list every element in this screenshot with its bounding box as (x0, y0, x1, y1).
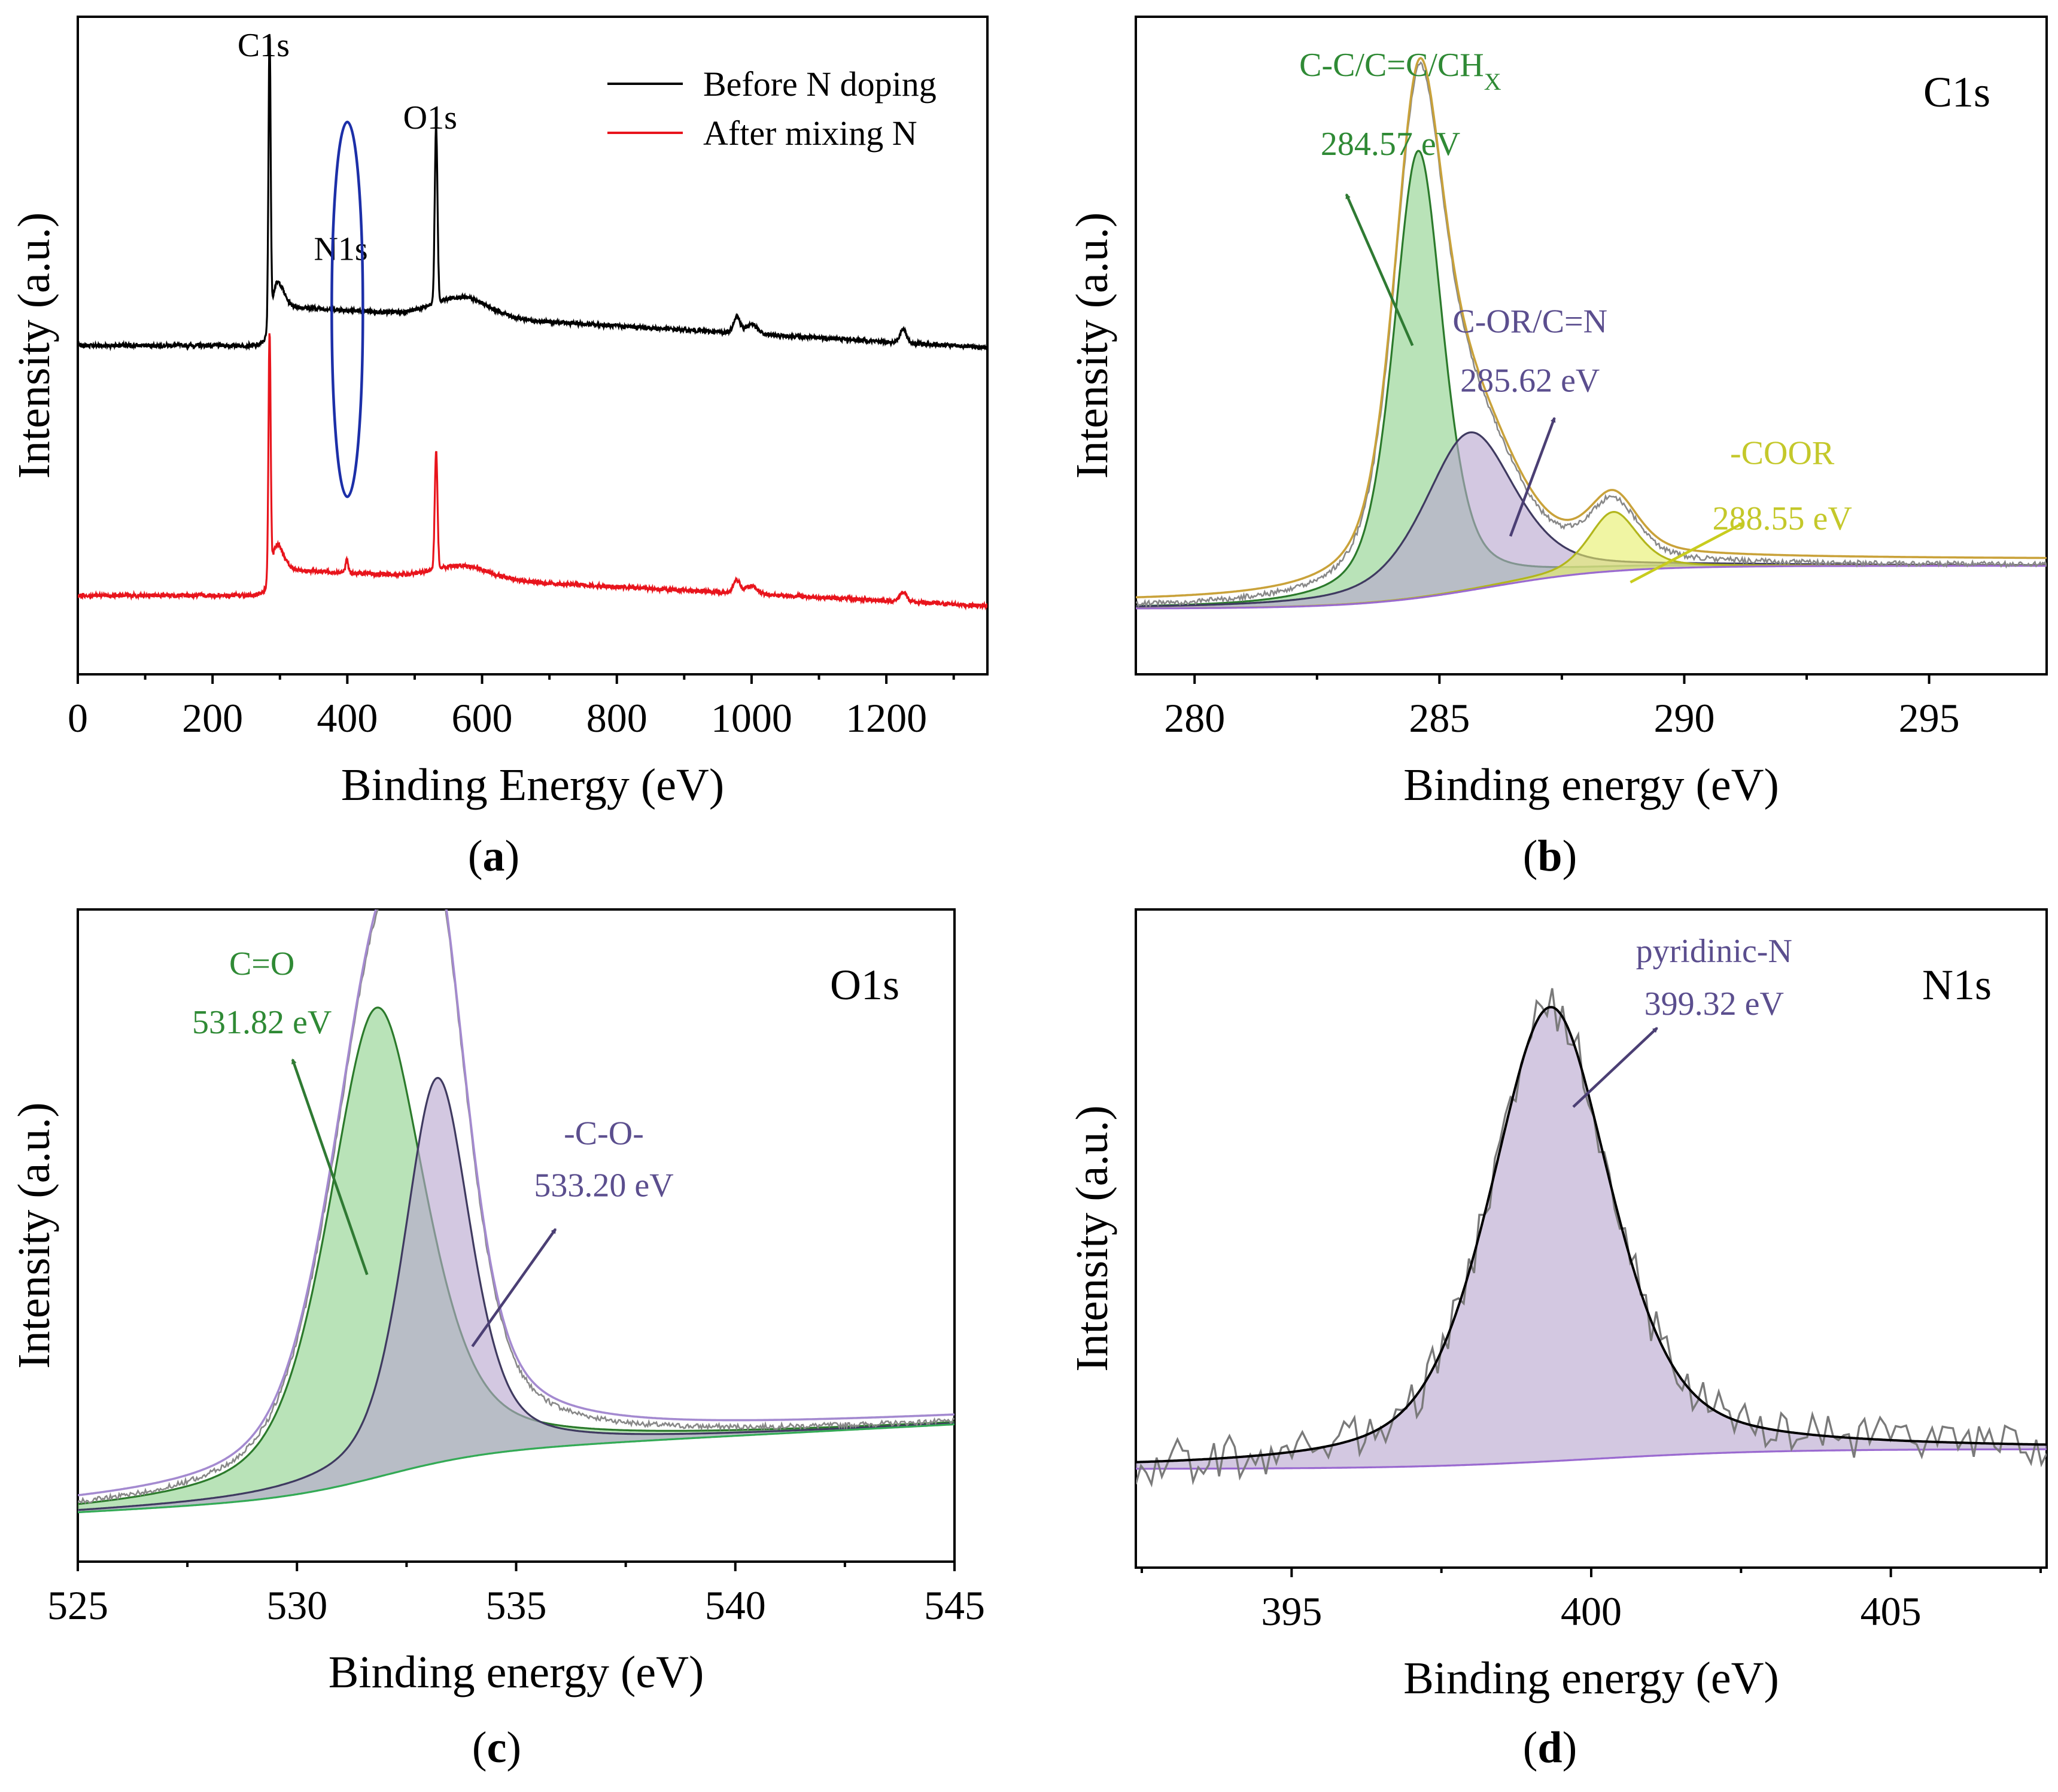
background-line (1136, 1448, 2047, 1470)
series-after-mixing-n-line (78, 333, 987, 611)
component-arrow (1345, 193, 1414, 346)
panel-label-paren: ) (506, 1723, 521, 1772)
component-arrow (291, 1058, 369, 1276)
component-name-label: C=O (229, 945, 294, 982)
envelope-line (78, 909, 954, 1496)
panel-label-letter: a (483, 832, 505, 881)
x-axis-label: Binding Energy (eV) (341, 760, 724, 810)
background-line (78, 1423, 954, 1514)
panel-label-letter: d (1537, 1723, 1562, 1772)
x-tick-label: 290 (1653, 695, 1715, 741)
raw-data-line (1136, 61, 2047, 609)
x-tick-label: 1200 (846, 695, 927, 741)
x-axis-label: Binding energy (eV) (1403, 760, 1779, 810)
peak-annotation-label: N1s (314, 231, 367, 268)
panel-label-letter: c (487, 1723, 507, 1772)
component-arrow (1509, 416, 1556, 537)
panel-label-paren: ( (1523, 1723, 1538, 1772)
component-energy-label: 531.82 eV (192, 1004, 332, 1041)
peak-annotation-label: C1s (238, 27, 290, 64)
component-area (78, 1078, 954, 1513)
component-energy-label: 285.62 eV (1460, 362, 1600, 399)
component-area (1136, 432, 2047, 609)
component-name-label: -COOR (1730, 434, 1835, 471)
background-line (1136, 565, 2047, 610)
peak-annotation-label: O1s (403, 99, 457, 136)
panel-c-o1s-spectrum: 525 530 535 540 545 Binding energy (eV) Intens… (9, 908, 985, 1772)
component-arrow (471, 1228, 557, 1347)
panel-label-paren: ( (468, 832, 483, 881)
spectrum-title: N1s (1922, 961, 1992, 1009)
panel-label-letter: b (1537, 832, 1562, 881)
panel-label-paren: ( (1523, 832, 1538, 881)
envelope-line (1136, 1006, 2047, 1464)
panel-label: (b) (1523, 832, 1577, 881)
x-tick-label: 530 (266, 1583, 327, 1628)
x-tick-label: 200 (182, 695, 243, 741)
component-area (78, 1008, 954, 1513)
x-axis-label: Binding energy (eV) (1403, 1653, 1779, 1703)
component-name-label: pyridinic-N (1636, 933, 1792, 970)
component-name-subscript: X (1484, 68, 1501, 95)
component-line (78, 1076, 954, 1511)
panel-label: (d) (1523, 1723, 1577, 1772)
spectrum-title: C1s (1923, 68, 1990, 116)
n1s-highlight-ellipse (330, 120, 364, 498)
x-tick-label: 400 (317, 695, 378, 741)
x-tick-label: 400 (1561, 1589, 1622, 1634)
legend-label: After mixing N (703, 114, 917, 153)
panel-label-paren: ) (505, 832, 520, 881)
y-axis-label: Intensity (a.u.) (1067, 212, 1117, 479)
x-tick-label: 295 (1899, 695, 1960, 741)
component-energy-label: 284.57 eV (1321, 126, 1460, 163)
y-axis-label: Intensity (a.u.) (1067, 1105, 1117, 1371)
component-name-label: C-OR/C=N (1452, 303, 1607, 340)
x-tick-label: 800 (586, 695, 648, 741)
y-axis-label: Intensity (a.u.) (9, 1102, 59, 1368)
component-arrow (1630, 522, 1744, 584)
component-area (1136, 512, 2047, 609)
envelope-line (1136, 57, 2047, 599)
y-axis-label: Intensity (a.u.) (9, 212, 59, 479)
series-before-n-doping-line (78, 34, 987, 352)
component-area (1136, 1007, 2047, 1469)
x-tick-label: 405 (1861, 1589, 1922, 1634)
panel-d-n1s-spectrum: 395 400 405 Binding energy (eV) Intensity (a… (1067, 908, 2048, 1772)
raw-data-line (78, 909, 954, 1505)
panel-a-survey-spectrum: 0 200 400 600 800 1000 1200 Binding Energy (eV)… (9, 16, 989, 881)
x-tick-label: 1000 (711, 695, 792, 741)
plot-frame (1135, 16, 2048, 676)
component-energy-label: 288.55 eV (1712, 500, 1852, 537)
x-axis-label: Binding energy (eV) (329, 1647, 704, 1697)
panel-b-c1s-spectrum: 280 285 290 295 Binding energy (eV) Intensity… (1067, 16, 2048, 881)
panel-label: (c) (472, 1723, 521, 1772)
x-tick-label: 285 (1409, 695, 1470, 741)
x-tick-label: 280 (1164, 695, 1225, 741)
x-tick-label: 0 (68, 695, 88, 741)
x-tick-label: 525 (47, 1583, 108, 1628)
panel-label-paren: ) (1563, 1723, 1577, 1772)
component-energy-label: 533.20 eV (534, 1167, 673, 1204)
component-energy-label: 399.32 eV (1644, 985, 1784, 1023)
spectrum-title: O1s (830, 961, 899, 1009)
x-tick-label: 600 (452, 695, 513, 741)
panel-label-paren: ( (472, 1723, 487, 1772)
raw-data-line (1136, 988, 2047, 1488)
component-name-label: -C-O- (564, 1115, 644, 1152)
component-name-label: C-C/C=C/CHX (1299, 47, 1501, 95)
x-tick-label: 535 (486, 1583, 547, 1628)
panel-label: (a) (468, 832, 519, 881)
component-arrow (1572, 1027, 1658, 1108)
x-tick-label: 540 (705, 1583, 766, 1628)
legend-label: Before N doping (703, 65, 937, 104)
x-tick-label: 395 (1261, 1589, 1322, 1634)
panel-label-paren: ) (1563, 832, 1577, 881)
x-tick-label: 545 (924, 1583, 985, 1628)
component-line (1136, 431, 2047, 608)
